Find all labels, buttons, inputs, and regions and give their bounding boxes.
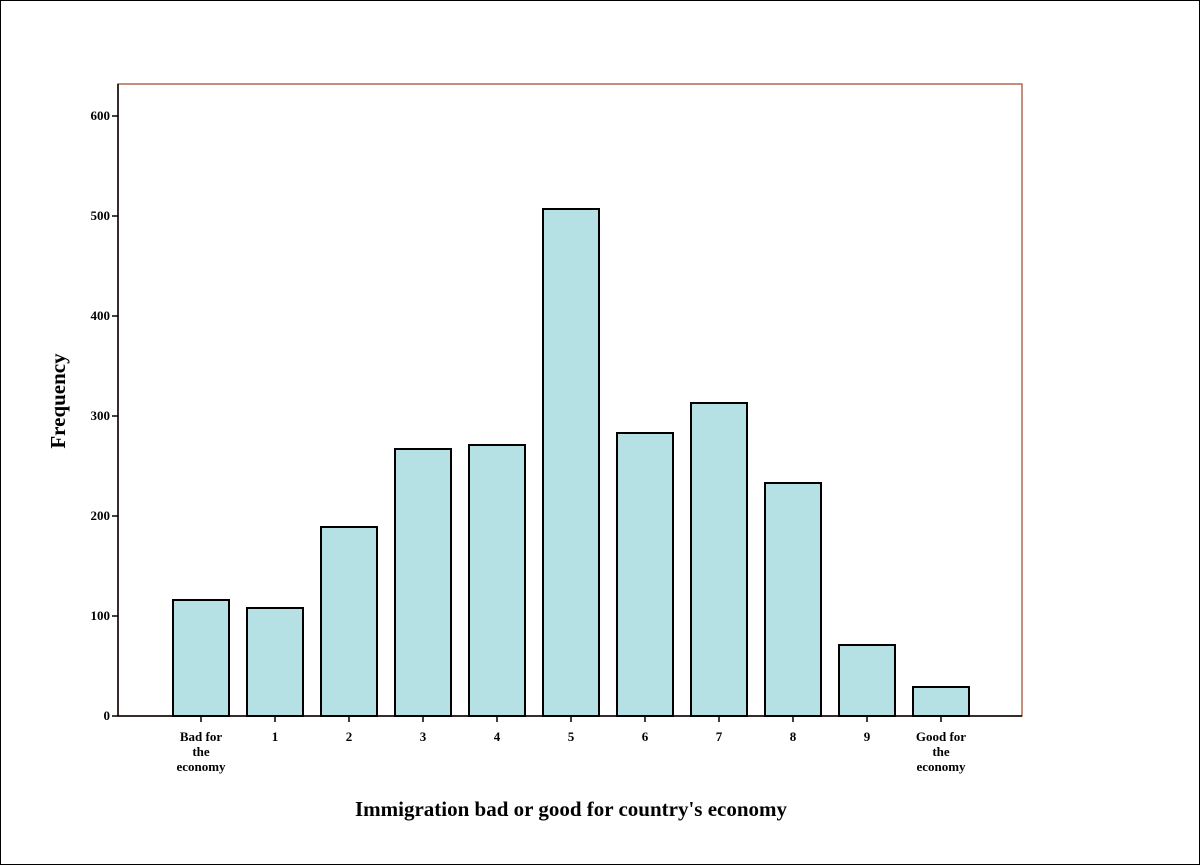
x-tick-label: 5 (568, 729, 575, 744)
y-tick-label: 200 (91, 508, 111, 523)
y-axis-title: Frequency (46, 353, 70, 449)
y-axis: 0 100 200 300 400 500 600 (91, 84, 119, 723)
x-tick-label: 7 (716, 729, 723, 744)
y-tick-label: 100 (91, 608, 111, 623)
x-tick-label: 2 (346, 729, 353, 744)
x-tick-label: Bad for the economy (176, 729, 226, 774)
bar-7 (690, 402, 748, 717)
bar-0 (172, 599, 230, 717)
bar-3 (394, 448, 452, 717)
bar-5 (542, 208, 600, 717)
bar-6 (616, 432, 674, 717)
bars-group (172, 208, 970, 717)
x-tick-label: 9 (864, 729, 871, 744)
x-tick-label: 6 (642, 729, 649, 744)
x-axis: Bad for the economy 1 2 3 4 5 6 7 8 9 Good for the eco… (118, 715, 1022, 774)
bar-8 (764, 482, 822, 717)
y-tick-label: 400 (91, 308, 111, 323)
x-tick-label: 1 (272, 729, 279, 744)
y-tick-label: 600 (91, 108, 111, 123)
y-tick-label: 300 (91, 408, 111, 423)
x-tick-label: 8 (790, 729, 797, 744)
x-axis-title: Immigration bad or good for country's ec… (355, 797, 788, 821)
bar-2 (320, 526, 378, 717)
y-tick-label: 0 (104, 708, 111, 723)
bar-10 (912, 686, 970, 717)
x-tick-label: Good for the economy (916, 729, 966, 774)
bar-9 (838, 644, 896, 717)
y-tick-label: 500 (91, 208, 111, 223)
bar-4 (468, 444, 526, 717)
x-tick-label: 4 (494, 729, 501, 744)
x-tick-label: 3 (420, 729, 427, 744)
bar-1 (246, 607, 304, 717)
